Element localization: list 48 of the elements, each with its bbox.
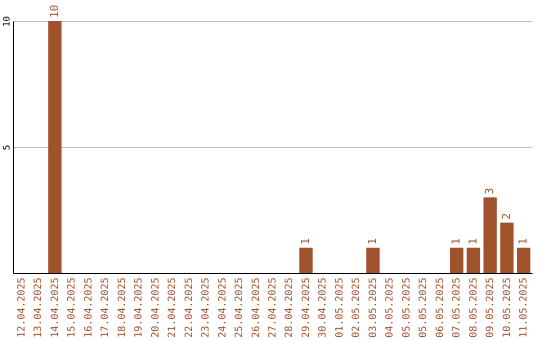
x-tick-label: 25.04.2025: [234, 278, 246, 338]
bar: [483, 197, 497, 273]
x-tick-label: 03.05.2025: [368, 278, 379, 338]
x-tick-label: 19.04.2025: [134, 278, 145, 338]
x-tick-label: 02.05.2025: [351, 278, 362, 338]
x-tick-label: 27.04.2025: [268, 278, 278, 338]
y-tick-label: 5: [2, 144, 12, 150]
x-tick-label: 16.04.2025: [83, 278, 94, 338]
bar: [366, 248, 380, 273]
x-tick-label: 26.04.2025: [250, 278, 262, 338]
x-tick-label: 07.05.2025: [452, 278, 463, 338]
x-tick-label: 30.04.2025: [318, 278, 329, 338]
x-tick-label: 29.04.2025: [300, 278, 312, 338]
bar: [466, 248, 480, 273]
x-tick-label: 08.05.2025: [468, 278, 480, 338]
x-tick-label: 12.04.2025: [16, 278, 28, 338]
x-tick-label: 04.05.2025: [384, 278, 396, 338]
bar: [48, 21, 62, 273]
data-label: 3: [483, 188, 496, 194]
data-label: 10: [48, 4, 61, 18]
data-label: 2: [500, 212, 513, 220]
bar: [450, 248, 464, 273]
bar: [516, 248, 530, 273]
data-label: 1: [516, 238, 530, 245]
x-tick-label: 17.04.2025: [100, 278, 112, 338]
x-tick-label: 21.04.2025: [167, 278, 178, 338]
x-tick-label: 06.05.2025: [434, 278, 446, 338]
x-tick-label: 05.05.2025: [401, 278, 412, 338]
x-tick-label: 20.04.2025: [150, 278, 162, 338]
x-tick-label: 15.04.2025: [66, 278, 78, 338]
bar: [299, 248, 313, 273]
data-label: 1: [366, 238, 379, 245]
x-tick-label: 09.05.2025: [485, 278, 496, 338]
x-tick-label: 01.05.2025: [334, 278, 346, 338]
bar: [500, 222, 514, 273]
x-tick-label: 13.04.2025: [33, 278, 44, 338]
x-tick-label: 22.04.2025: [184, 278, 195, 338]
x-tick-label: 24.04.2025: [217, 278, 228, 338]
x-tick-label: 11.05.2025: [518, 278, 530, 338]
x-tick-label: 14.04.2025: [50, 278, 61, 338]
x-tick-label: 28.04.2025: [284, 278, 296, 338]
x-tick-label: 05.05.2025: [418, 278, 430, 338]
x-tick-label: 23.04.2025: [200, 278, 212, 338]
x-tick-label: 10.05.2025: [502, 278, 513, 338]
data-label: 1: [298, 238, 312, 245]
data-label: 1: [450, 238, 463, 245]
x-tick-label: 18.04.2025: [116, 278, 128, 338]
data-label: 1: [466, 238, 480, 245]
